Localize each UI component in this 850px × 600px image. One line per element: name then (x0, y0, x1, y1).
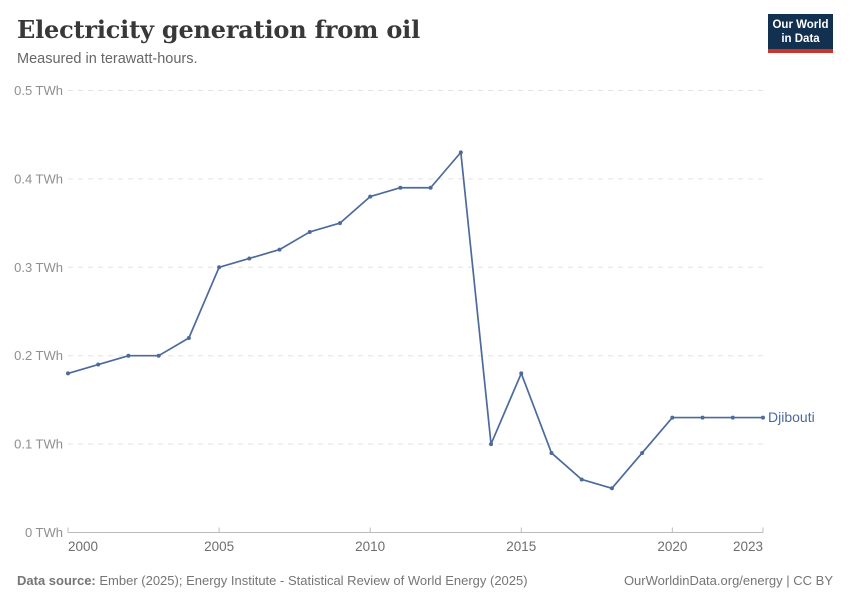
data-point-marker[interactable] (66, 371, 70, 376)
data-source: Data source: Ember (2025); Energy Instit… (17, 573, 528, 588)
owid-logo-text: Our World in Data (768, 14, 833, 49)
data-point-marker[interactable] (247, 256, 252, 261)
y-tick-label: 0.5 TWh (14, 83, 63, 98)
data-point-marker[interactable] (307, 229, 312, 234)
data-point-marker[interactable] (549, 450, 554, 455)
x-tick-label: 2020 (657, 539, 687, 554)
data-source-label: Data source: (17, 573, 96, 588)
data-point-marker[interactable] (96, 362, 101, 367)
y-tick-label: 0.1 TWh (14, 437, 63, 452)
owid-logo-red-strip (768, 49, 833, 53)
data-point-marker[interactable] (337, 221, 342, 226)
data-point-marker[interactable] (609, 486, 614, 491)
chart-header: Electricity generation from oil Measured… (17, 14, 833, 67)
owid-logo-line1: Our World (772, 19, 829, 31)
series-line[interactable] (67, 151, 764, 490)
data-point-marker[interactable] (368, 194, 373, 199)
data-point-marker[interactable] (761, 415, 765, 420)
chart-title: Electricity generation from oil (17, 15, 421, 44)
data-point-marker[interactable] (217, 265, 222, 270)
owid-logo-line2: in Data (781, 33, 820, 45)
x-tick-label: 2000 (68, 539, 98, 554)
x-tick-label: 2010 (355, 539, 385, 554)
data-point-marker[interactable] (640, 450, 645, 455)
y-tick-label: 0.4 TWh (14, 171, 63, 186)
data-point-marker[interactable] (519, 371, 524, 376)
owid-logo: Our World in Data (768, 14, 833, 53)
data-point-marker[interactable] (489, 442, 494, 447)
data-point-marker[interactable] (670, 415, 675, 420)
data-point-marker[interactable] (730, 415, 735, 420)
data-point-marker[interactable] (458, 150, 463, 155)
chart-subtitle: Measured in terawatt-hours. (17, 51, 198, 67)
y-tick-label: 0 TWh (25, 525, 63, 540)
data-point-marker[interactable] (700, 415, 705, 420)
x-tick-label: 2015 (506, 539, 536, 554)
data-point-marker[interactable] (579, 477, 584, 482)
data-point-marker[interactable] (398, 185, 403, 190)
y-tick-label: 0.3 TWh (14, 260, 63, 275)
data-point-marker[interactable] (126, 353, 131, 358)
data-point-marker[interactable] (428, 185, 433, 190)
x-tick-label: 2005 (204, 539, 234, 554)
data-point-marker[interactable] (156, 353, 161, 358)
x-tick-label: 2023 (733, 539, 763, 554)
data-source-text: Ember (2025); Energy Institute - Statist… (95, 573, 528, 588)
data-point-marker[interactable] (186, 336, 191, 341)
data-point-marker[interactable] (277, 247, 282, 252)
series-label[interactable]: Djibouti (768, 409, 815, 425)
chart-footer: Data source: Ember (2025); Energy Instit… (17, 573, 833, 588)
license-note: OurWorldinData.org/energy | CC BY (623, 573, 833, 588)
y-tick-label: 0.2 TWh (14, 348, 63, 363)
